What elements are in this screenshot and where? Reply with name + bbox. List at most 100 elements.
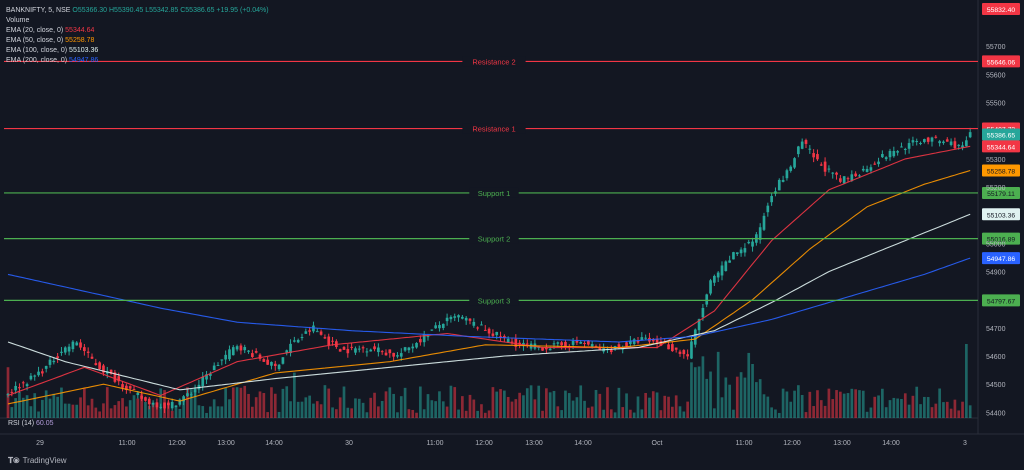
candle-body: [587, 340, 590, 345]
level-price-badge: [982, 186, 1020, 199]
ema-legend-50[interactable]: EMA (50, close, 0) 55258.78: [6, 36, 269, 46]
volume-bar: [407, 409, 411, 418]
candle-body: [434, 325, 437, 329]
volume-bar: [541, 410, 544, 418]
volume-bar: [816, 390, 819, 418]
candle-body: [697, 319, 701, 331]
volume-bar: [419, 386, 422, 418]
ema-legend-100[interactable]: EMA (100, close, 0) 55103.36: [6, 46, 269, 56]
volume-bar: [781, 388, 785, 418]
price-badge-text: 54947.86: [987, 256, 1016, 263]
volume-bar: [495, 391, 499, 418]
candle-body: [571, 340, 575, 345]
candle-body: [720, 265, 724, 276]
ema-line-3: [7, 257, 971, 343]
ema-value: 55344.64: [65, 27, 95, 34]
volume-bar: [804, 412, 808, 418]
x-tick-label: 11:00: [736, 440, 753, 447]
candle-body: [254, 351, 258, 353]
volume-bar: [934, 403, 938, 418]
volume-bar: [674, 395, 678, 418]
candle-body: [625, 342, 628, 347]
volume-bar: [44, 390, 48, 418]
volume-bar: [209, 406, 212, 418]
candle-body: [816, 154, 819, 160]
candle-body: [144, 397, 147, 401]
candle-body: [209, 373, 212, 376]
volume-bar: [579, 385, 583, 418]
candle-body: [823, 161, 827, 172]
level-label: Resistance 1: [472, 125, 515, 134]
candle-body: [949, 141, 953, 145]
volume-bar: [464, 410, 468, 418]
volume-bar: [758, 379, 762, 418]
candle-body: [850, 174, 854, 181]
volume-bar: [938, 388, 941, 418]
candle-body: [724, 261, 728, 271]
candle-body: [403, 347, 407, 351]
candle-body: [777, 179, 781, 191]
volume-bar: [613, 412, 617, 418]
candle-body: [915, 141, 919, 143]
candle-body: [327, 336, 331, 346]
candle-body: [770, 196, 773, 203]
tradingview-watermark[interactable]: 𝐓⦿ TradingView: [8, 456, 67, 466]
volume-bar: [430, 400, 434, 418]
volume-bar: [900, 399, 903, 418]
candle-body: [315, 331, 319, 333]
volume-bar: [277, 411, 281, 418]
candle-body: [609, 349, 613, 353]
volume-bar: [812, 406, 815, 418]
volume-bar: [514, 399, 518, 418]
candle-body: [827, 168, 831, 170]
volume-bar: [147, 405, 151, 418]
volume-bar: [29, 406, 33, 418]
candle-body: [873, 163, 877, 165]
y-tick-label: 54900: [986, 270, 1006, 277]
rsi-legend[interactable]: RSI (14) 60.05: [8, 420, 54, 427]
volume-bar: [907, 404, 911, 418]
watermark-text: TradingView: [22, 456, 67, 465]
candle-body: [117, 376, 121, 382]
volume-bar: [426, 394, 430, 418]
volume-bar: [369, 397, 373, 418]
candle-body: [388, 349, 392, 354]
volume-bar: [315, 401, 319, 418]
candle-body: [285, 350, 289, 353]
candle-body: [541, 347, 544, 351]
volume-bar: [373, 392, 376, 418]
volume-bar: [6, 367, 10, 418]
volume-bar: [254, 397, 258, 418]
candle-body: [449, 316, 453, 320]
volume-bar: [41, 399, 44, 418]
volume-bar: [350, 408, 353, 418]
volume-bar: [865, 411, 869, 418]
volume-bar: [212, 399, 216, 418]
ema-legend-20[interactable]: EMA (20, close, 0) 55344.64: [6, 26, 269, 36]
ema-label: EMA (100, close, 0): [6, 47, 68, 54]
volume-bar: [629, 409, 632, 418]
volume-bar: [155, 402, 159, 418]
volume-bar: [846, 393, 850, 418]
volume-bar: [923, 396, 926, 418]
candle-body: [193, 389, 197, 393]
volume-bar: [441, 401, 445, 418]
candle-body: [419, 339, 422, 343]
candle-body: [159, 406, 163, 408]
volume-bar: [231, 387, 235, 418]
volume-bar: [583, 400, 586, 418]
candle-body: [21, 382, 25, 384]
volume-bar: [56, 396, 59, 418]
volume-bar: [52, 393, 56, 418]
volume-bar: [655, 392, 659, 418]
candle-body: [957, 144, 961, 146]
volume-bar: [609, 409, 613, 418]
candle-body: [140, 395, 143, 399]
level-label: Resistance 2: [472, 57, 515, 66]
candle-body: [350, 346, 353, 348]
ema-legend-200[interactable]: EMA (200, close, 0) 54947.86: [6, 56, 269, 66]
candle-body: [888, 150, 892, 158]
x-tick-label: 11:00: [427, 440, 444, 447]
volume-bar: [606, 387, 609, 418]
